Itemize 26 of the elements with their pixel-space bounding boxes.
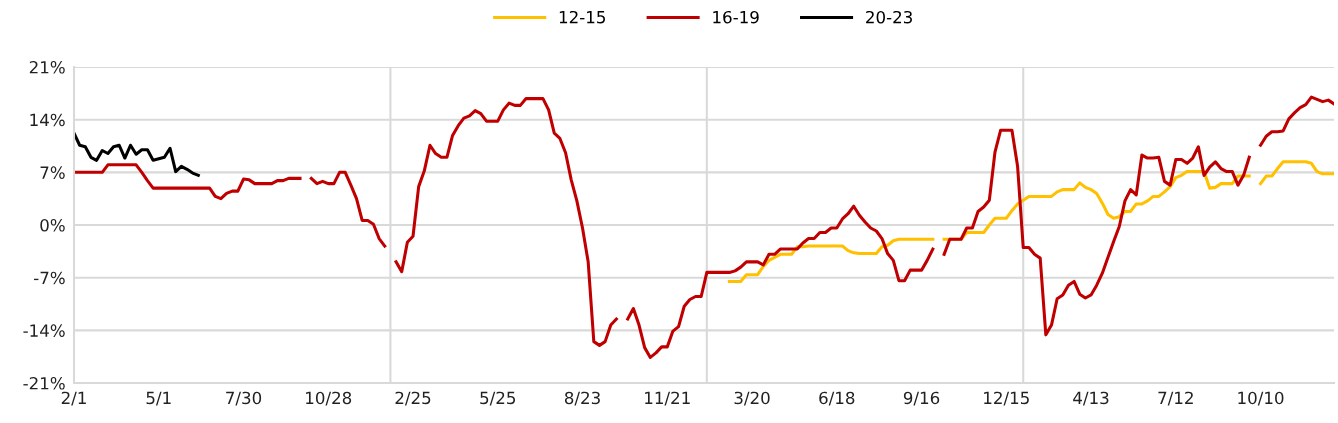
y-tick-label: -14% xyxy=(23,324,65,337)
x-tick-label: 6/18 xyxy=(819,391,855,406)
y-tick-label: -7% xyxy=(34,271,65,285)
y-tick-label: -21% xyxy=(23,376,65,390)
x-tick-label: 2/25 xyxy=(395,391,431,406)
legend-label: 20-23 xyxy=(866,10,912,24)
legend-label: 12-15 xyxy=(559,10,605,24)
y-tick-label: 21% xyxy=(29,60,65,74)
y-tick-label: 7% xyxy=(40,166,65,179)
line-series xyxy=(74,131,200,177)
x-tick-label: 8/23 xyxy=(564,391,600,406)
x-tick-label: 2/1 xyxy=(61,391,86,406)
x-tick-label: 9/16 xyxy=(903,391,940,406)
x-tick-label: 12/15 xyxy=(984,391,1029,406)
x-tick-label: 5/25 xyxy=(480,391,516,406)
x-tick-label: 10/10 xyxy=(1238,391,1284,406)
x-tick-label: 7/12 xyxy=(1158,391,1193,406)
x-tick-label: 10/28 xyxy=(306,391,352,406)
x-tick-label: 5/1 xyxy=(146,391,171,406)
x-tick-label: 11/21 xyxy=(645,391,690,406)
legend-label: 16-19 xyxy=(713,10,759,24)
x-tick-label: 4/13 xyxy=(1073,391,1109,406)
x-tick-label: 3/20 xyxy=(734,391,770,406)
x-tick-label: 7/30 xyxy=(226,391,262,406)
y-tick-label: 0% xyxy=(40,218,65,232)
y-tick-label: 14% xyxy=(30,113,65,127)
